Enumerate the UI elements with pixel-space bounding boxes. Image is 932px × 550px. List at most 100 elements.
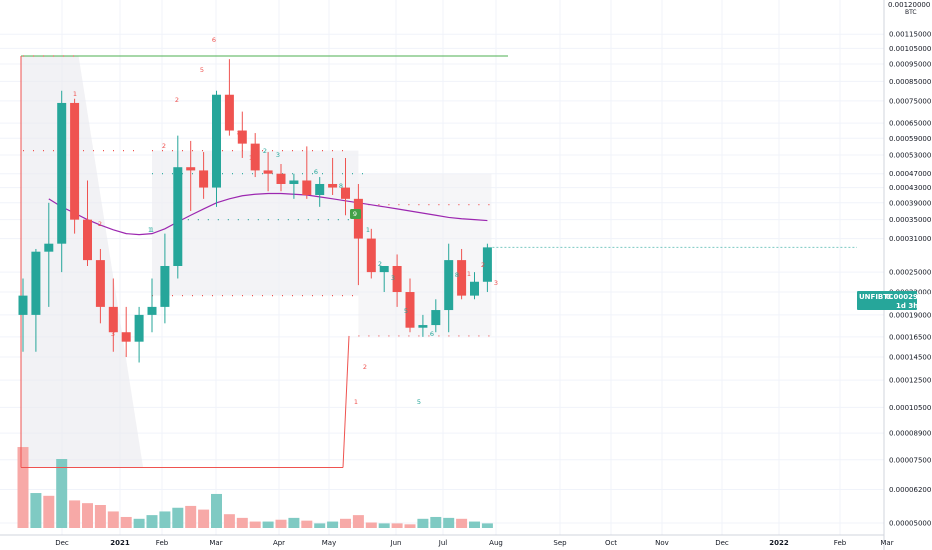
candle-body[interactable] xyxy=(18,295,28,315)
setup-complete-badge xyxy=(350,209,361,219)
candle-body[interactable] xyxy=(70,102,80,220)
sequential-count-label: 1 xyxy=(150,226,154,234)
sequential-count-label: 1 xyxy=(354,398,358,406)
sequential-count-label: 6 xyxy=(430,330,434,338)
price-axis-unit: BTC xyxy=(905,9,917,16)
volume-bar xyxy=(82,503,93,528)
candle-body[interactable] xyxy=(341,187,350,199)
time-axis-label: Nov xyxy=(655,539,669,547)
price-axis-label: 0.00115000 xyxy=(889,31,931,39)
candle-body[interactable] xyxy=(224,94,234,131)
candle-body[interactable] xyxy=(147,306,157,315)
candle-body[interactable] xyxy=(470,281,479,296)
reference-lines xyxy=(20,55,857,468)
sequential-count-label: 1 xyxy=(366,226,370,234)
candle-body[interactable] xyxy=(392,265,402,293)
candle-body[interactable] xyxy=(95,260,105,307)
time-axis-label: Aug xyxy=(489,539,503,547)
sequential-count-label: 1 xyxy=(249,154,253,162)
sequential-count-label: 5 xyxy=(200,66,204,74)
volume-bar xyxy=(30,493,42,528)
price-axis-label: 0.00019000 xyxy=(889,311,931,319)
sequential-count-label: 3 xyxy=(111,330,115,338)
volume-bar xyxy=(107,511,119,528)
time-axis-label: Mar xyxy=(880,539,893,547)
sequential-count-label: 2 xyxy=(378,260,382,268)
candle-body[interactable] xyxy=(482,247,492,282)
candle-body[interactable] xyxy=(212,94,221,188)
time-axis-label: Feb xyxy=(156,539,169,547)
volume-bar xyxy=(340,518,351,528)
volume-bar xyxy=(262,521,274,528)
candle-body[interactable] xyxy=(83,219,92,261)
sequential-count-label: 1 xyxy=(148,226,152,234)
time-axis-label: Sep xyxy=(553,539,567,547)
candle-body[interactable] xyxy=(121,332,131,342)
candle-body[interactable] xyxy=(444,260,454,311)
price-axis-label: 0.00059000 xyxy=(889,135,931,143)
candle-body[interactable] xyxy=(289,180,299,184)
volume-bar xyxy=(288,517,300,528)
time-axis-label: Dec xyxy=(715,539,729,547)
candle-body[interactable] xyxy=(457,260,467,296)
candle-body[interactable] xyxy=(160,265,170,307)
volume-bar xyxy=(275,519,287,528)
candle-body[interactable] xyxy=(315,183,325,195)
last-price-tag[interactable]: UNFIBTC 0.00029289 1d 3h xyxy=(857,291,932,310)
sequential-count-label: 8 xyxy=(339,182,343,190)
time-axis-label: Jul xyxy=(438,539,448,547)
candle-body[interactable] xyxy=(57,102,67,244)
candle-body[interactable] xyxy=(250,143,260,171)
price-axis-top-partial: 0.00120000 xyxy=(888,1,930,9)
price-axis-label: 0.00065000 xyxy=(889,120,931,128)
candle-body[interactable] xyxy=(173,167,183,266)
candle-body[interactable] xyxy=(328,183,338,188)
sequential-count-label: 2 xyxy=(98,220,102,228)
candle-body[interactable] xyxy=(431,310,441,326)
volume-bar xyxy=(352,515,364,528)
volume-bar xyxy=(185,505,197,528)
sequential-count-label: 8 xyxy=(237,129,241,137)
price-axis-label: 0.00075000 xyxy=(889,97,931,105)
candle-body[interactable] xyxy=(302,180,312,195)
candle-body[interactable] xyxy=(134,314,144,342)
volume-bar xyxy=(172,507,184,528)
volume-bar xyxy=(417,518,429,528)
volume-bar xyxy=(56,459,68,528)
time-axis[interactable]: Dec 2021 Feb Mar Apr May Jun Jul Aug Sep Oct Nov Dec… xyxy=(55,539,893,547)
sequential-count-label: 9 xyxy=(353,210,357,218)
candle-body[interactable] xyxy=(108,306,118,333)
candle-body[interactable] xyxy=(44,243,54,252)
candle-body[interactable] xyxy=(379,265,389,273)
sequential-count-label: 2 xyxy=(481,261,485,269)
volume-bar xyxy=(133,518,145,528)
volume-bar xyxy=(301,520,313,528)
candle-body[interactable] xyxy=(418,325,428,328)
candle-body[interactable] xyxy=(237,130,247,144)
volume-bar xyxy=(120,516,132,528)
volume-bar xyxy=(223,514,235,528)
candle-body[interactable] xyxy=(199,170,209,188)
bar-countdown: 1d 3h xyxy=(896,302,918,310)
volume-bar xyxy=(443,517,455,528)
time-axis-label: Oct xyxy=(605,539,617,547)
volume-bar xyxy=(391,523,403,528)
candle-body[interactable] xyxy=(405,292,415,328)
volume-bars xyxy=(17,447,493,528)
sequential-count-label: 2 xyxy=(263,147,267,155)
time-axis-label: 2022 xyxy=(769,539,789,547)
volume-bar xyxy=(469,521,480,528)
volume-bar xyxy=(236,517,248,528)
price-axis-label: 0.00095000 xyxy=(889,61,931,69)
price-axis-label: 0.00043000 xyxy=(889,184,931,192)
price-axis-label: 0.00085000 xyxy=(889,78,931,86)
candle-body[interactable] xyxy=(263,170,273,174)
moving-average-line xyxy=(48,192,488,236)
candle-body[interactable] xyxy=(186,167,196,171)
candle-body[interactable] xyxy=(366,238,376,273)
volume-bar xyxy=(211,493,222,528)
candle-body[interactable] xyxy=(31,251,41,315)
candle-body[interactable] xyxy=(276,173,286,184)
